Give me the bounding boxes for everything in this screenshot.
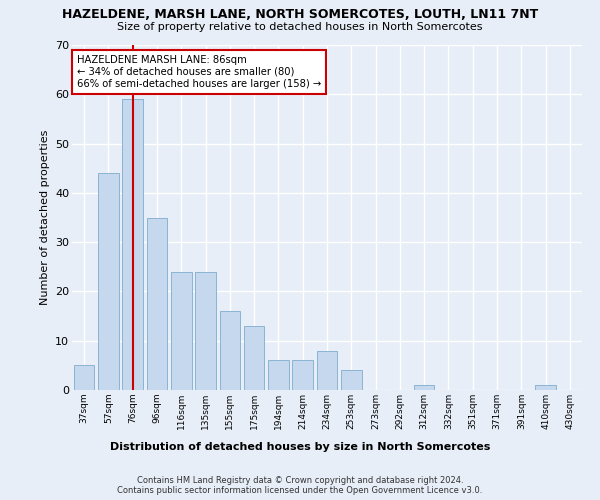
Bar xyxy=(317,350,337,390)
Bar xyxy=(74,366,94,390)
Bar xyxy=(122,99,143,390)
Bar xyxy=(171,272,191,390)
Bar xyxy=(244,326,265,390)
Text: Contains HM Land Registry data © Crown copyright and database right 2024.
Contai: Contains HM Land Registry data © Crown c… xyxy=(118,476,482,495)
Bar xyxy=(292,360,313,390)
Text: Size of property relative to detached houses in North Somercotes: Size of property relative to detached ho… xyxy=(117,22,483,32)
Bar xyxy=(98,173,119,390)
Bar xyxy=(341,370,362,390)
Bar xyxy=(535,385,556,390)
Bar xyxy=(414,385,434,390)
Text: HAZELDENE MARSH LANE: 86sqm
← 34% of detached houses are smaller (80)
66% of sem: HAZELDENE MARSH LANE: 86sqm ← 34% of det… xyxy=(77,56,322,88)
Bar xyxy=(220,311,240,390)
Text: HAZELDENE, MARSH LANE, NORTH SOMERCOTES, LOUTH, LN11 7NT: HAZELDENE, MARSH LANE, NORTH SOMERCOTES,… xyxy=(62,8,538,20)
Bar xyxy=(268,360,289,390)
Text: Distribution of detached houses by size in North Somercotes: Distribution of detached houses by size … xyxy=(110,442,490,452)
Bar xyxy=(195,272,216,390)
Bar xyxy=(146,218,167,390)
Y-axis label: Number of detached properties: Number of detached properties xyxy=(40,130,50,305)
